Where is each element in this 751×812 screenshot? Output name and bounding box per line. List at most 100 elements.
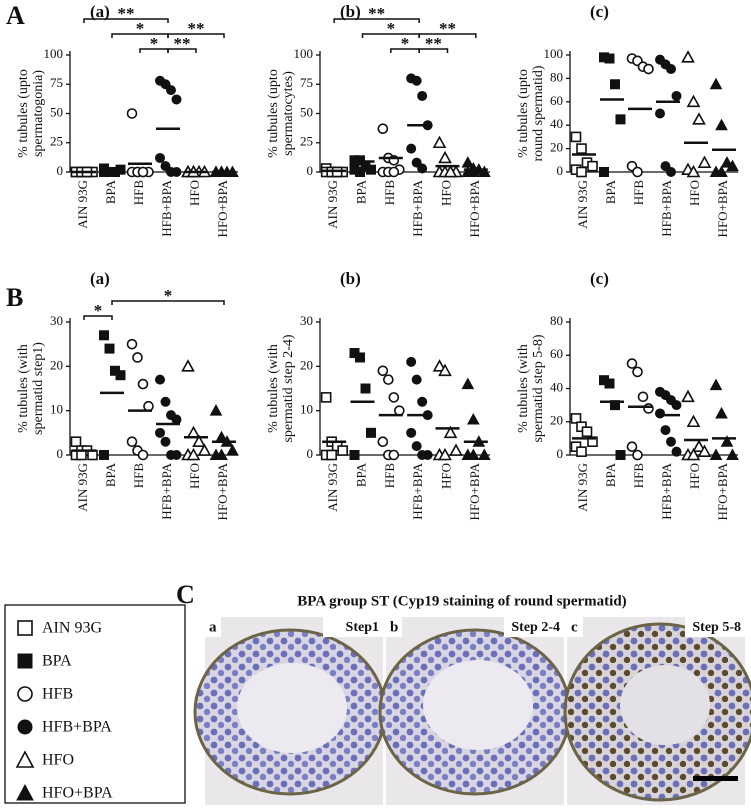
point <box>477 165 491 177</box>
point <box>99 450 109 460</box>
y-tick-label: 20 <box>300 357 313 372</box>
y-axis-label: spermatid step 2-4) <box>281 334 296 442</box>
y-axis-label: % tubules (upto <box>516 69 531 158</box>
y-tick-label: 75 <box>300 75 313 90</box>
y-tick-label: 0 <box>557 446 564 461</box>
y-axis-label: spermatid step 5-8) <box>531 334 546 442</box>
point <box>320 392 332 403</box>
significance-label: ** <box>174 34 191 53</box>
point <box>137 449 149 461</box>
point <box>637 391 649 403</box>
y-axis-label: % tubules (with <box>266 344 281 433</box>
point <box>422 450 433 460</box>
x-tick-label: HFB+BPA <box>410 462 425 519</box>
x-tick-label: AIN 93G <box>575 180 590 229</box>
significance-label: ** <box>368 4 385 23</box>
point <box>466 448 480 460</box>
point <box>443 164 458 178</box>
legend-label: HFB <box>42 686 73 703</box>
y-tick-label: 0 <box>557 163 564 178</box>
significance-label: * <box>387 19 396 38</box>
point <box>171 450 182 460</box>
point <box>337 445 348 456</box>
point <box>366 427 376 438</box>
point <box>417 396 428 407</box>
point <box>697 155 712 168</box>
x-tick-label: BPA <box>603 462 618 487</box>
point <box>197 443 212 456</box>
point <box>449 443 463 456</box>
point <box>697 444 712 457</box>
panel-label: (b) <box>340 2 361 21</box>
point <box>666 64 676 75</box>
point <box>137 378 149 390</box>
x-tick-label: HFO <box>187 463 202 489</box>
point <box>226 444 239 456</box>
legend-marker <box>17 686 33 702</box>
x-tick-label: AIN 93G <box>75 180 90 229</box>
y-axis-label: % tubules (with <box>16 344 31 433</box>
step-label: Step1 <box>346 620 379 635</box>
point <box>160 396 171 407</box>
x-tick-label: HFO+BPA <box>467 462 482 520</box>
point <box>720 435 734 447</box>
x-tick-label: AIN 93G <box>325 180 340 229</box>
point <box>686 164 701 178</box>
point <box>355 167 365 177</box>
point <box>394 405 405 416</box>
point <box>215 448 228 460</box>
panel-letter: a <box>209 619 217 635</box>
y-tick-label: 0 <box>307 163 314 178</box>
point <box>383 374 394 385</box>
x-tick-label: HFB <box>382 463 397 489</box>
point <box>466 165 480 177</box>
row-label: B <box>6 283 23 312</box>
y-tick-label: 20 <box>550 140 563 155</box>
y-tick-label: 30 <box>50 313 63 328</box>
point <box>615 450 626 460</box>
panel-label: (c) <box>590 2 609 21</box>
point <box>87 449 98 461</box>
y-tick-label: 10 <box>300 402 313 417</box>
x-tick-label: HFO <box>438 463 453 489</box>
x-tick-label: AIN 93G <box>575 463 590 512</box>
point <box>155 152 165 163</box>
legend-marker <box>17 719 33 735</box>
legend-label: HFO <box>42 752 74 769</box>
point <box>626 358 638 369</box>
significance-bracket <box>167 48 197 53</box>
point <box>709 378 723 391</box>
point <box>99 330 109 341</box>
point <box>126 436 138 448</box>
point <box>692 439 706 452</box>
point <box>681 389 695 403</box>
y-axis-label: % tubules (with <box>516 344 531 433</box>
x-tick-label: HFO <box>687 180 702 206</box>
point <box>355 352 365 363</box>
point <box>576 143 587 154</box>
point <box>660 425 671 436</box>
legend-label: BPA <box>42 653 72 670</box>
y-tick-label: 0 <box>57 163 64 178</box>
point <box>126 108 138 119</box>
step-box <box>685 617 745 637</box>
legend-label: HFO+BPA <box>42 785 113 802</box>
point <box>604 378 615 389</box>
legend-box <box>4 604 186 804</box>
y-tick-label: 40 <box>550 379 563 394</box>
point <box>692 112 706 125</box>
point <box>477 448 491 460</box>
point <box>570 131 582 143</box>
significance-label: * <box>401 34 410 53</box>
legend-label: AIN 93G <box>42 620 102 637</box>
y-tick-label: 30 <box>300 313 313 328</box>
point <box>632 166 643 178</box>
x-tick-label: AIN 93G <box>325 463 340 512</box>
panel-label: (a) <box>90 269 110 288</box>
point <box>406 143 417 154</box>
x-tick-label: HFB <box>631 180 646 206</box>
point <box>671 90 682 101</box>
point <box>587 160 598 172</box>
point <box>411 441 422 452</box>
point <box>671 400 682 411</box>
